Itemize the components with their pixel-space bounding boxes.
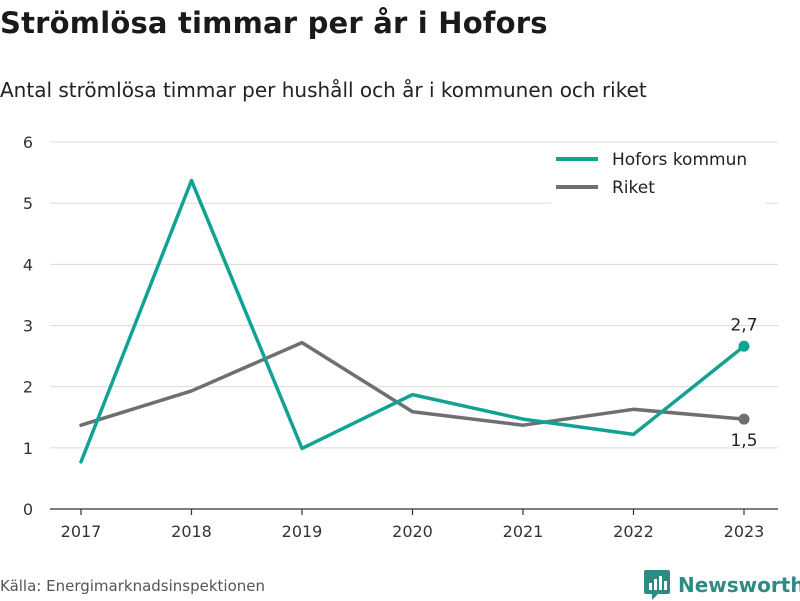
x-tick-label: 2020 [392, 522, 433, 541]
series-end-label: 1,5 [730, 431, 757, 451]
y-tick-label: 1 [23, 439, 33, 458]
y-tick-label: 2 [23, 378, 33, 397]
y-tick-label: 0 [23, 500, 33, 519]
y-tick-label: 4 [23, 255, 33, 274]
source-note: Källa: Energimarknadsinspektionen [0, 577, 266, 595]
y-tick-label: 3 [23, 317, 33, 336]
x-tick-label: 2023 [724, 522, 765, 541]
newsworthy-logo-icon [644, 570, 670, 600]
series-endpoint [738, 340, 750, 352]
chart-subtitle: Antal strömlösa timmar per hushåll och å… [0, 78, 647, 102]
series-endpoint [738, 413, 750, 425]
y-tick-label: 6 [23, 133, 33, 152]
brand-logo[interactable]: Newsworthy [644, 569, 800, 601]
x-tick-label: 2018 [171, 522, 212, 541]
chart-title: Strömlösa timmar per år i Hofors [0, 6, 548, 40]
series-line [79, 340, 746, 427]
x-tick-label: 2019 [282, 522, 323, 541]
series-end-label: 2,7 [730, 315, 757, 335]
y-tick-label: 5 [23, 194, 33, 213]
x-tick-label: 2022 [613, 522, 654, 541]
legend-box [551, 146, 765, 204]
series-line [79, 178, 746, 464]
x-tick-label: 2021 [503, 522, 544, 541]
legend-label: Riket [612, 178, 655, 198]
brand-name: Newsworthy [678, 573, 800, 597]
x-tick-label: 2017 [61, 522, 102, 541]
legend-label: Hofors kommun [612, 150, 747, 170]
